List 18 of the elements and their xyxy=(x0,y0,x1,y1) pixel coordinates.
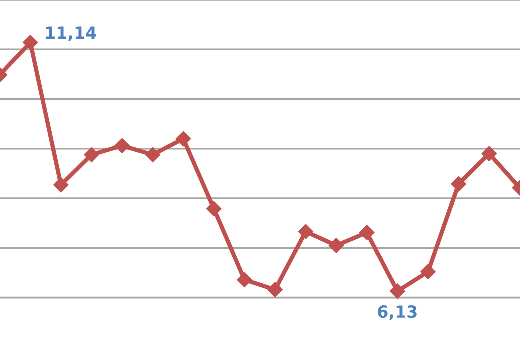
point xyxy=(482,146,497,162)
point xyxy=(145,147,161,162)
point xyxy=(176,131,192,147)
data-label: 11,14 xyxy=(46,26,96,42)
point xyxy=(451,176,466,192)
point xyxy=(237,272,252,288)
point xyxy=(84,147,100,162)
point xyxy=(268,282,283,298)
point xyxy=(328,238,344,254)
point xyxy=(206,201,222,217)
point xyxy=(114,138,130,154)
point xyxy=(390,284,406,299)
point xyxy=(359,225,375,240)
point xyxy=(23,35,38,50)
point xyxy=(420,264,436,280)
point xyxy=(54,178,69,193)
data-label: 6,13 xyxy=(378,306,417,320)
point xyxy=(298,224,314,240)
